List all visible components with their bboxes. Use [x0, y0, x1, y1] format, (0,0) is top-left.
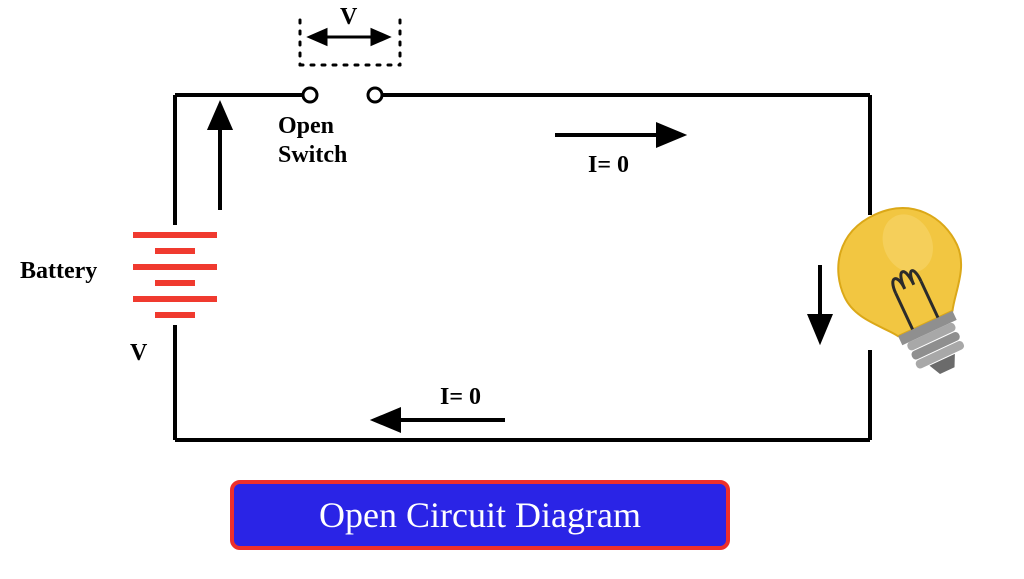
current-top-arrow: [555, 125, 682, 145]
voltage-arrow: [310, 30, 388, 44]
current-bottom-arrow: [375, 410, 505, 430]
switch-terminal-left: [303, 88, 317, 102]
voltage-top-label: V: [340, 4, 357, 31]
light-bulb-icon: [818, 189, 1003, 397]
current-top-label: I= 0: [588, 152, 629, 179]
bulb-current-arrow: [810, 265, 830, 340]
diagram-title-text: Open Circuit Diagram: [319, 494, 641, 536]
battery-voltage-label: V: [130, 340, 147, 367]
switch-label-line1: Open: [278, 112, 347, 141]
battery-current-arrow: [210, 105, 230, 210]
switch-terminal-right: [368, 88, 382, 102]
battery-label: Battery: [20, 258, 97, 285]
current-bottom-label: I= 0: [440, 384, 481, 411]
switch-label: Open Switch: [278, 112, 347, 170]
battery-symbol: [133, 235, 217, 315]
diagram-title-box: Open Circuit Diagram: [230, 480, 730, 550]
switch-label-line2: Switch: [278, 141, 347, 170]
circuit-diagram: V Open Switch I= 0 I= 0 Battery V Open C…: [0, 0, 1024, 574]
